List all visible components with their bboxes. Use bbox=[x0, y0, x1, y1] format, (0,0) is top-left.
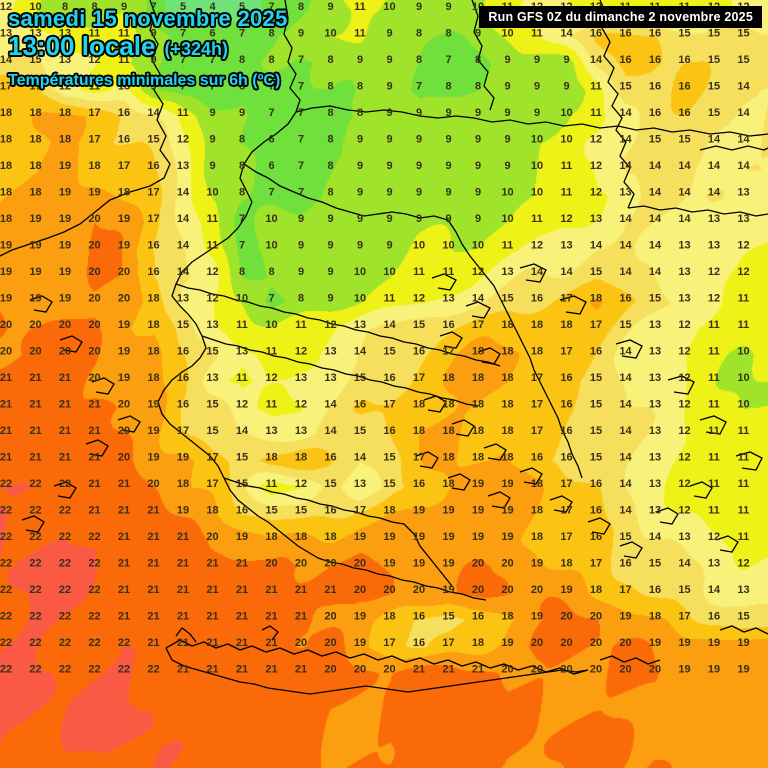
model-run-banner: Run GFS 0Z du dimanche 2 novembre 2025 bbox=[479, 6, 762, 28]
forecast-date-label: samedi 15 novembre 2025 bbox=[8, 6, 288, 31]
forecast-time-label: 13:00 locale bbox=[8, 31, 156, 61]
color-scale-legend: (ºC) Copyright 2025 Meteociel.fr -14-10-… bbox=[0, 700, 768, 768]
parameter-label: Températures minimales sur 6h (ºC) bbox=[8, 72, 281, 89]
forecast-time-row: 13:00 locale (+324h) bbox=[8, 31, 228, 62]
forecast-lead-time-label: (+324h) bbox=[164, 39, 228, 59]
